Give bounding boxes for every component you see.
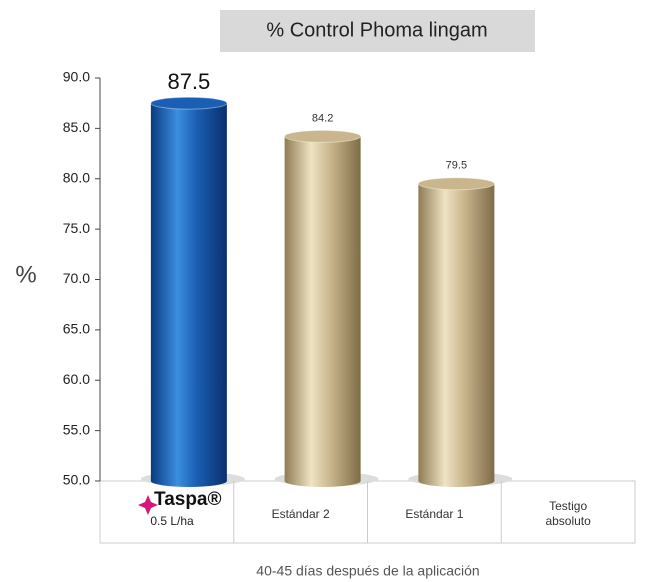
bar-bottom bbox=[418, 475, 495, 487]
y-tick-label: 85.0 bbox=[63, 119, 90, 135]
x-tick-label: Estándar 2 bbox=[271, 507, 330, 521]
y-tick-label: 50.0 bbox=[63, 472, 90, 488]
y-tick-label: 75.0 bbox=[63, 220, 90, 236]
y-tick-label: 65.0 bbox=[63, 321, 90, 337]
y-tick-label: 80.0 bbox=[63, 169, 90, 185]
category-cell: Estándar 1 bbox=[405, 507, 464, 521]
x-tick-label: Taspa® bbox=[154, 489, 222, 510]
y-axis-label: % bbox=[15, 261, 36, 288]
logo-star bbox=[138, 495, 158, 515]
value-label: 84.2 bbox=[312, 112, 333, 124]
bar-bottom bbox=[150, 475, 227, 487]
bar bbox=[150, 103, 227, 481]
bar-top bbox=[417, 177, 495, 191]
y-tick-label: 60.0 bbox=[63, 371, 90, 387]
chart-title: % Control Phoma lingam bbox=[266, 19, 487, 41]
x-tick-label: Testigo absoluto bbox=[545, 499, 591, 528]
x-axis-label: 40-45 días después de la aplicación bbox=[256, 563, 479, 579]
y-tick-label: 70.0 bbox=[63, 270, 90, 286]
y-tick-label: 55.0 bbox=[63, 421, 90, 437]
bar bbox=[284, 136, 361, 481]
category-cell: Testigo absoluto bbox=[545, 499, 591, 528]
value-label: 79.5 bbox=[446, 160, 467, 172]
dose-label: 0.5 L/ha bbox=[150, 514, 194, 528]
title-box bbox=[220, 10, 535, 52]
bar bbox=[418, 183, 495, 481]
y-tick-label: 90.0 bbox=[63, 69, 90, 85]
bar-bottom bbox=[284, 475, 361, 487]
bar-top bbox=[150, 96, 228, 110]
value-label: 87.5 bbox=[167, 69, 210, 94]
category-cell: Estándar 2 bbox=[271, 507, 330, 521]
x-tick-label: Estándar 1 bbox=[405, 507, 464, 521]
category-cell: Taspa® bbox=[154, 489, 222, 510]
bar-top bbox=[284, 129, 362, 143]
